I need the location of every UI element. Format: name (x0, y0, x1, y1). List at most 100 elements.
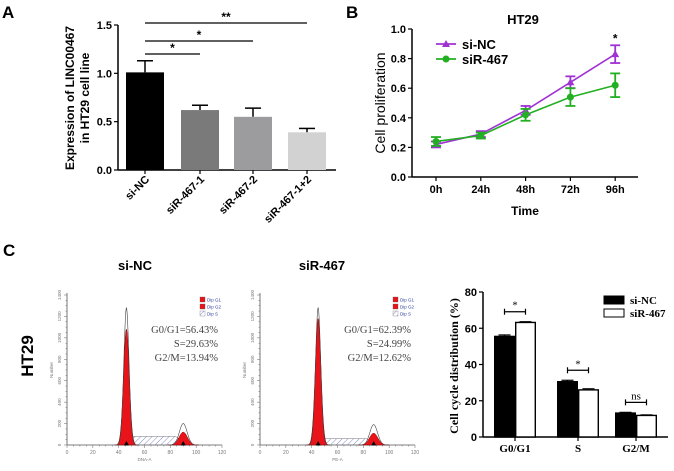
panel-b-ytick-label: 0.6 (391, 83, 406, 95)
panel-b-ytick-label: 0.4 (391, 113, 407, 125)
c-bar-siR-467 (578, 389, 600, 438)
flow-peak-marker (315, 441, 321, 446)
c-bar-xtick-label: S (575, 443, 581, 455)
panel-c: HT29 si-NC siR-467 020040060080010001200… (18, 258, 668, 462)
flow-peak-marker (371, 441, 377, 446)
flow-ytick-label: 0 (250, 443, 255, 446)
panel-b-point (522, 111, 530, 119)
flow-peak-marker (123, 441, 129, 446)
flow-stat: G0/G1=62.39% (344, 325, 411, 336)
flow-stat: G2/M=12.62% (348, 353, 412, 364)
flow-xtick-label: 20 (283, 450, 289, 456)
c-bar-ytick-label: 40 (465, 360, 477, 372)
panel-a-ytick-label: 1.0 (97, 68, 112, 80)
flow-ylabel: Number (242, 362, 247, 379)
flow-ytick-label: 1200 (57, 311, 62, 322)
panel-b-annotation: * (613, 31, 618, 45)
flow-legend-swatch (199, 303, 206, 310)
flow-xtick-label: 80 (361, 450, 367, 456)
flow-xtick-label: 100 (385, 450, 394, 456)
flow-ytick-label: 800 (57, 355, 62, 363)
panel-b-point (566, 93, 574, 101)
panel-b-title: HT29 (507, 12, 539, 27)
flow-ylabel: Number (49, 362, 54, 379)
flow-xtick-label: 60 (142, 450, 148, 456)
panel-b-legend-label: siR-467 (462, 52, 508, 67)
panel-b-point (566, 78, 575, 86)
flow2-title: siR-467 (299, 258, 345, 273)
panel-b-ytick-label: 0.2 (391, 142, 406, 154)
flow-xtick-label: 0 (66, 450, 69, 456)
flow-legend-swatch (392, 303, 399, 310)
flow-ytick-label: 1000 (250, 332, 255, 343)
flow-raw-envelope-g2 (358, 424, 390, 446)
flow-legend-label: Dip G2 (207, 305, 222, 310)
flow-ytick-label: 200 (57, 419, 62, 427)
flow-xtick-label: 40 (309, 450, 315, 456)
panel-b-point (611, 81, 619, 89)
c-bar-ytick-label: 60 (465, 323, 477, 335)
flow-g1-peak (306, 317, 330, 446)
panel-a-bar (126, 72, 164, 170)
flow-xlabel: PE-A (332, 457, 343, 462)
c-bar-xtick-label: G2/M (622, 443, 650, 455)
panel-a-significance-label: * (197, 28, 202, 42)
flow-xtick-label: 80 (168, 450, 174, 456)
panel-a-ytick-label: 0.0 (97, 165, 112, 177)
panel-b-xtick-label: 0h (430, 184, 443, 196)
flow-ytick-label: 1400 (57, 289, 62, 300)
panel-b-ytick-label: 1.0 (391, 24, 406, 36)
flow-ytick-label: 400 (250, 398, 255, 406)
flow-ytick-label: 400 (57, 398, 62, 406)
c-bar-ylabel: Cell cycle distribution (%) (447, 298, 461, 434)
flow-xtick-label: 100 (192, 450, 201, 456)
flow-stat: S=24.99% (367, 339, 411, 350)
panel-label-a: A (2, 3, 14, 22)
flow-legend-label: Dip S (400, 312, 411, 317)
panel-a-xtick-label: si-NC (123, 174, 152, 203)
c-bar-xtick-label: G0/G1 (499, 443, 530, 455)
panel-a-bar (181, 110, 219, 170)
flow-xtick-label: 20 (90, 450, 96, 456)
panel-b-point (432, 137, 440, 145)
c-bar-siR-467 (636, 414, 658, 438)
c-bar-legend-label: siR-467 (630, 308, 666, 320)
panel-a-xtick-label: siR-467-1+2 (262, 174, 314, 226)
panel-b-line-si-NC (435, 53, 616, 146)
panel-b-legend-marker (442, 40, 450, 47)
panel-b-ytick-label: 0.8 (391, 54, 406, 66)
panel-a-xtick-label: siR-467-2 (217, 174, 260, 217)
c-bar-legend-swatch (603, 308, 625, 318)
flow1-title: si-NC (118, 258, 153, 273)
flow-ytick-label: 1000 (57, 332, 62, 343)
flow-raw-envelope-g1 (306, 306, 330, 446)
panel-b-xtick-label: 72h (561, 184, 580, 196)
flow-raw-envelope-g1 (114, 306, 139, 446)
panel-a-ytick-label: 1.5 (97, 20, 112, 32)
flow-xtick-label: 120 (411, 450, 420, 456)
panel-a-significance-label: ** (221, 10, 231, 24)
c-bar-si-NC (557, 381, 579, 438)
flow-ytick-label: 1400 (250, 289, 255, 300)
c-bar-legend-swatch (603, 295, 625, 305)
panel-b-ylabel: Cell proliferation (372, 52, 388, 153)
flow-legend-swatch (199, 310, 206, 317)
panel-label-c: C (3, 241, 15, 260)
panel-a-ylabel-line1: Expression of LINC00467 (63, 26, 77, 170)
c-bar-si-NC (615, 412, 637, 438)
flow-xtick-label: 40 (116, 450, 122, 456)
panel-a-bar (234, 116, 272, 170)
panel-a-significance-label: * (170, 41, 175, 55)
flow-xtick-label: 0 (259, 450, 262, 456)
flow-stat: G2/M=13.94% (155, 353, 219, 364)
flow-legend-swatch (392, 296, 399, 303)
panel-b-xtick-label: 24h (471, 184, 490, 196)
panel-b-legend-label: si-NC (462, 37, 497, 52)
panel-b-point (477, 132, 485, 140)
panel-a-ylabel-line2: in HT29 cell line (78, 52, 92, 143)
flow-ytick-label: 600 (57, 376, 62, 384)
c-bar-ytick-label: 0 (471, 432, 477, 444)
flow-ytick-label: 200 (250, 419, 255, 427)
row-label: HT29 (18, 335, 37, 377)
flow-xtick-label: 60 (335, 450, 341, 456)
